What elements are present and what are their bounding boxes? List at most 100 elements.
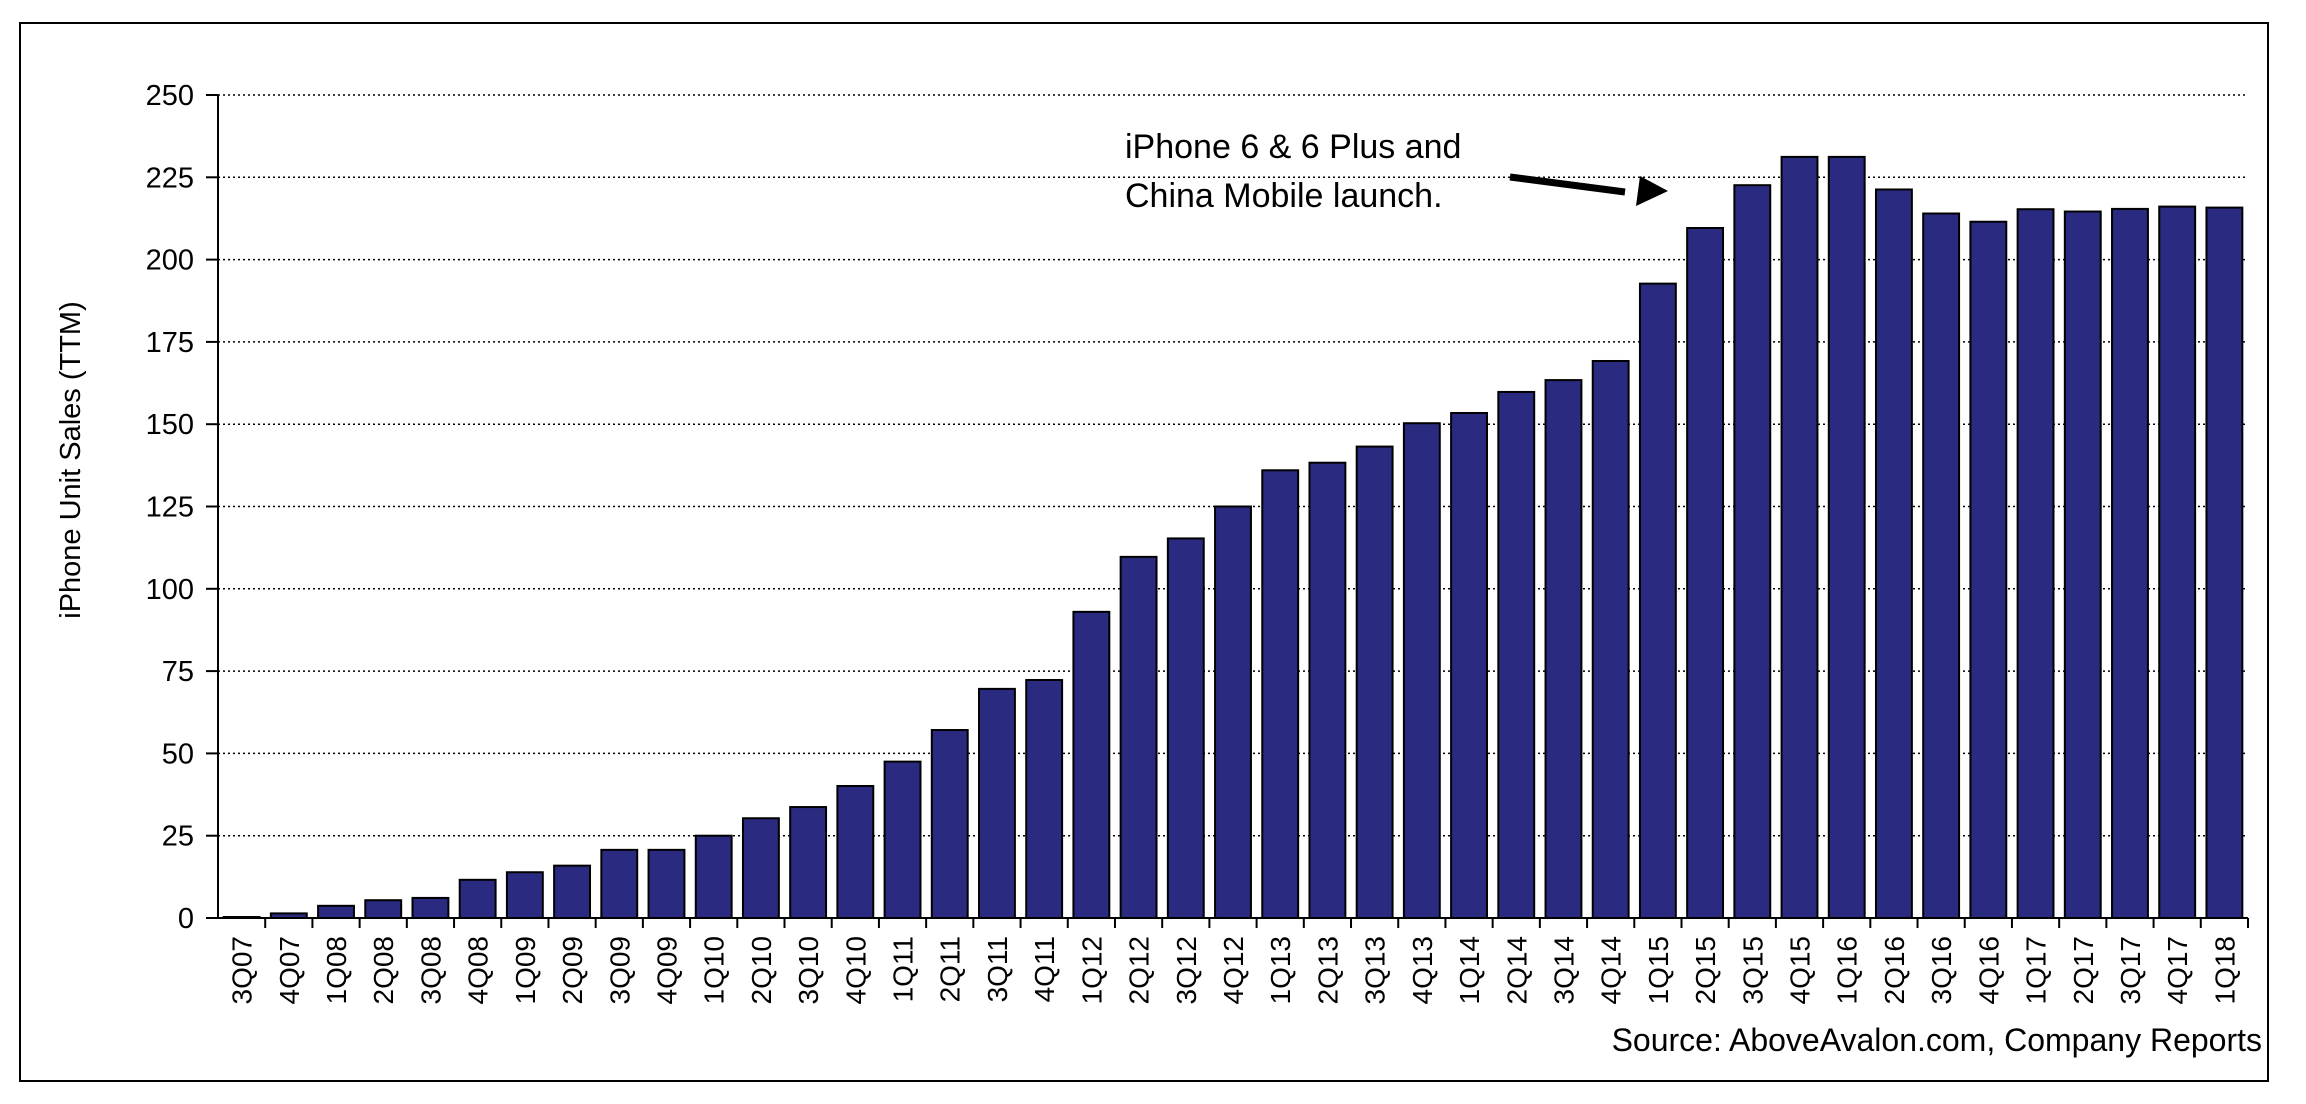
bar-3Q11 — [978, 687, 1016, 919]
y-axis-label: iPhone Unit Sales (TTM) — [55, 301, 87, 619]
bar-2Q09 — [553, 864, 592, 920]
x-tick-label: 3Q15 — [1737, 936, 1768, 1005]
x-tick-label: 2Q13 — [1312, 936, 1343, 1005]
x-tick-label: 4Q13 — [1407, 936, 1438, 1005]
x-tick-label: 1Q11 — [888, 936, 919, 1002]
x-tick-label: 2Q17 — [2068, 936, 2099, 1005]
x-tick-label: 2Q09 — [557, 936, 588, 1005]
x-tick-label: 2Q15 — [1690, 936, 1721, 1005]
x-tick-label: 2Q14 — [1501, 936, 1532, 1005]
bar-3Q15 — [1733, 184, 1772, 919]
bar-4Q12 — [1214, 505, 1252, 919]
bar-2Q16 — [1874, 188, 1913, 919]
bar-4Q16 — [1969, 220, 2008, 919]
x-tick-label: 1Q08 — [321, 936, 352, 1005]
x-tick-label: 2Q08 — [368, 936, 399, 1005]
x-tick-label: 4Q11 — [1029, 936, 1060, 1002]
x-tick-label: 3Q10 — [793, 936, 824, 1005]
x-tick-label: 4Q16 — [1973, 936, 2004, 1005]
x-tick-labels: 3Q07 4Q07 1Q08 2Q08 3Q08 4Q08 1Q09 2Q09 3Q09 4Q09… — [227, 936, 2241, 1005]
bar-3Q12 — [1166, 537, 1205, 919]
x-tick-label: 2Q16 — [1879, 936, 1910, 1005]
x-tick-label: 1Q14 — [1454, 936, 1485, 1005]
y-tick-label: 125 — [146, 492, 194, 524]
x-tick-label: 1Q10 — [699, 936, 730, 1005]
x-tick-label: 1Q09 — [510, 936, 541, 1005]
bar-2Q11 — [930, 729, 969, 919]
x-tick-label: 4Q12 — [1218, 936, 1249, 1005]
bar-2Q13 — [1308, 461, 1347, 919]
y-tick-labels: 0 25 50 75 100 125 150 175 200 225 250 — [146, 80, 194, 935]
x-tick-label: 1Q13 — [1265, 936, 1296, 1005]
x-tick-label: 4Q10 — [840, 936, 871, 1005]
x-tick-label: 4Q09 — [651, 936, 682, 1005]
x-tick-label: 4Q17 — [2162, 936, 2193, 1005]
x-tick-label: 3Q11 — [982, 936, 1013, 1002]
bar-2Q10 — [741, 817, 780, 919]
x-tick-label: 1Q16 — [1832, 936, 1863, 1005]
bar-1Q14 — [1450, 412, 1488, 919]
x-tick-label: 3Q08 — [415, 936, 446, 1005]
bar-1Q13 — [1261, 469, 1300, 919]
bar-2Q17 — [2063, 210, 2102, 919]
bar-1Q09 — [505, 871, 544, 920]
axes — [206, 94, 2249, 928]
bar-4Q09 — [647, 848, 686, 919]
source-note: Source: AboveAvalon.com, Company Reports — [1612, 1022, 2262, 1058]
bar-4Q11 — [1025, 678, 1064, 919]
x-tick-label: 4Q15 — [1785, 936, 1816, 1005]
bar-3Q16 — [1922, 212, 1961, 919]
y-tick-label: 200 — [146, 245, 194, 277]
bar-1Q15 — [1638, 282, 1677, 919]
x-tick-label: 3Q12 — [1171, 936, 1202, 1005]
y-tick-label: 250 — [146, 80, 194, 112]
y-tick-label: 100 — [146, 574, 194, 606]
x-tick-label: 3Q17 — [2115, 936, 2146, 1005]
x-tick-label: 2Q12 — [1124, 936, 1155, 1005]
annotation-arrow — [1509, 173, 1626, 196]
x-tick-label: 1Q12 — [1076, 936, 1107, 1005]
bars — [222, 155, 2244, 920]
bar-1Q08 — [317, 904, 355, 919]
bar-3Q17 — [2111, 207, 2149, 919]
bar-3Q09 — [600, 848, 639, 919]
bar-2Q14 — [1497, 390, 1536, 919]
bar-2Q08 — [364, 899, 403, 920]
y-tick-label: 50 — [162, 738, 194, 770]
bar-4Q17 — [2158, 205, 2197, 919]
x-tick-label: 1Q17 — [2021, 936, 2052, 1005]
x-tick-label: 1Q15 — [1643, 936, 1674, 1005]
bar-3Q10 — [789, 806, 828, 919]
y-tick-label: 150 — [146, 409, 194, 441]
annotation: iPhone 6 & 6 Plus and China Mobile launc… — [1125, 128, 1668, 215]
bar-2Q12 — [1119, 555, 1158, 919]
y-tick-label: 175 — [146, 327, 194, 359]
bar-1Q16 — [1827, 155, 1866, 920]
bar-4Q08 — [458, 878, 497, 920]
bar-2Q15 — [1686, 226, 1725, 919]
x-tick-label: 4Q08 — [463, 936, 494, 1005]
bar-4Q13 — [1402, 422, 1441, 919]
bar-1Q10 — [694, 834, 733, 920]
y-tick-label: 225 — [146, 162, 194, 194]
bar-3Q14 — [1544, 379, 1583, 919]
y-tick-label: 0 — [178, 903, 194, 935]
x-tick-label: 4Q14 — [1596, 936, 1627, 1005]
x-tick-label: 1Q18 — [2209, 936, 2240, 1005]
x-tick-label: 4Q07 — [274, 936, 305, 1005]
y-tick-label: 75 — [162, 656, 194, 688]
x-tick-label: 3Q14 — [1548, 936, 1579, 1005]
x-tick-label: 2Q10 — [746, 936, 777, 1005]
x-tick-label: 3Q13 — [1360, 936, 1391, 1005]
annotation-arrowhead-icon — [1636, 176, 1668, 206]
bar-1Q18 — [2205, 206, 2244, 919]
bar-3Q13 — [1355, 445, 1394, 919]
bar-4Q14 — [1591, 359, 1630, 919]
bar-1Q12 — [1072, 610, 1111, 919]
annotation-line-1: iPhone 6 & 6 Plus and — [1125, 128, 1461, 166]
x-tick-label: 3Q07 — [227, 936, 258, 1005]
x-tick-label: 2Q11 — [935, 936, 966, 1002]
bar-4Q10 — [836, 784, 875, 919]
bar-1Q11 — [883, 760, 922, 919]
